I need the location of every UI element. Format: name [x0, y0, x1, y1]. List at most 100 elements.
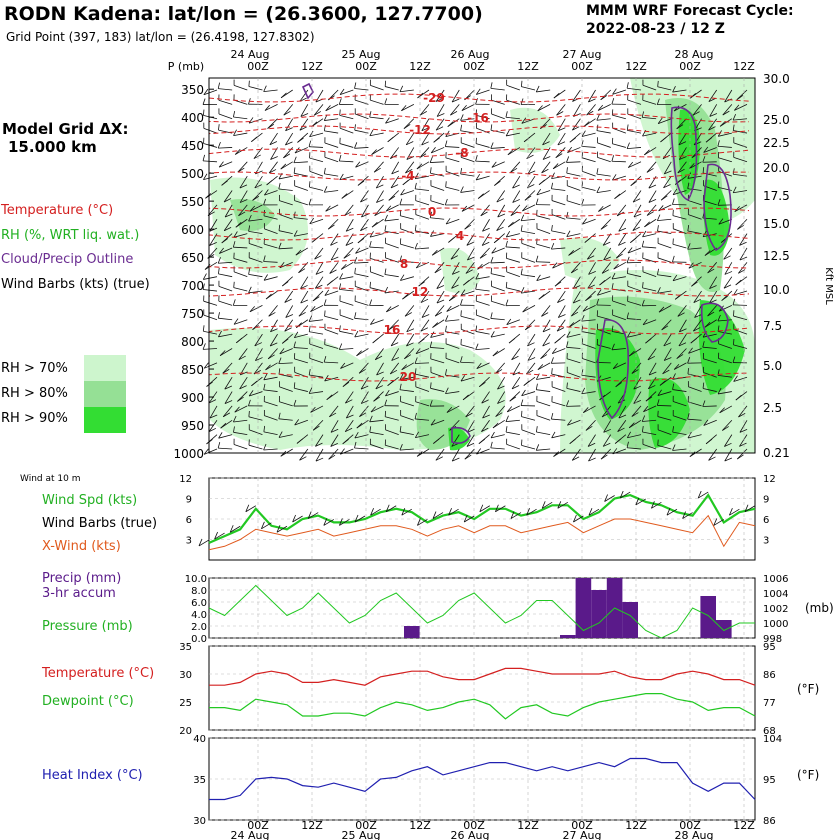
- wind-barb: [612, 88, 626, 95]
- height-tick-label: 5.0: [763, 359, 782, 373]
- wind-barb: [615, 376, 627, 388]
- wind-barb: [566, 331, 581, 338]
- wind-barb: [323, 167, 339, 177]
- surface-wind-barb: [651, 501, 662, 509]
- wind-barb: [417, 89, 430, 99]
- wind-barb: [324, 338, 339, 349]
- pressure-ytick: 1000: [763, 619, 788, 630]
- wind-barb: [460, 356, 475, 364]
- pressure-tick-label: 450: [181, 139, 204, 153]
- wind-barb: [572, 290, 581, 304]
- wind-barb: [540, 348, 551, 360]
- wind-barb: [600, 448, 612, 460]
- day-label-bottom: 27 Aug: [563, 829, 602, 840]
- wind-barb: [657, 287, 672, 294]
- cloud-outline: [451, 426, 471, 444]
- wind-barb: [248, 439, 263, 450]
- wind-barb: [233, 281, 248, 292]
- wind-barb: [278, 182, 293, 191]
- wind-barb: [436, 276, 445, 289]
- panel-frames: [208, 77, 756, 821]
- wind-barb: [460, 310, 475, 321]
- wind-barb: [672, 188, 687, 196]
- wind-barb: [345, 391, 354, 404]
- wind-barb: [239, 376, 248, 390]
- wind-barb: [466, 233, 475, 246]
- wind-barb: [436, 290, 445, 304]
- wind-barb: [446, 405, 460, 413]
- wind-barb: [221, 233, 233, 244]
- wind-barb: [617, 420, 627, 432]
- wind-barb: [690, 333, 702, 344]
- wind-barb: [718, 352, 732, 364]
- pressure-tick-label: 550: [181, 195, 204, 209]
- wind-barb: [263, 274, 278, 281]
- wind-barb: [627, 331, 642, 338]
- wind-barb: [535, 426, 551, 436]
- wind-barb: [263, 223, 278, 234]
- wind-barb: [446, 305, 460, 312]
- wind-barb: [596, 298, 611, 306]
- wind-ytick-left: 3: [186, 536, 192, 547]
- wind-barb: [626, 256, 642, 264]
- wind-barb: [208, 420, 218, 433]
- pressure-axis-label: P (mb): [168, 60, 204, 73]
- height-tick-label: 0.21: [763, 446, 790, 460]
- height-tick-label: 2.5: [763, 401, 782, 415]
- wind-barb: [308, 387, 324, 394]
- surface-wind-barb: [604, 494, 615, 502]
- wind-barb: [556, 104, 566, 116]
- wind-barb: [338, 98, 354, 105]
- wind-barb: [475, 155, 490, 163]
- wind-barb: [324, 289, 339, 296]
- hour-label-bottom: 00Z: [571, 819, 593, 832]
- wind-barb: [419, 147, 430, 159]
- wind-barb: [359, 405, 369, 417]
- precip-bar: [716, 620, 732, 638]
- wind-barb: [219, 348, 233, 357]
- wind-barb: [597, 137, 611, 148]
- precip-ytick: 2.0: [191, 622, 207, 633]
- wind-barb: [465, 405, 475, 418]
- surface-wind-barb: [354, 514, 366, 523]
- rh-region: [510, 107, 560, 153]
- wind-barb: [298, 305, 309, 317]
- wind-barb: [536, 274, 551, 282]
- precip-ytick: 10.0: [185, 574, 207, 585]
- wind-barb: [390, 175, 400, 189]
- wind-barb: [494, 175, 505, 186]
- wind-barb: [430, 382, 445, 392]
- wind-barb: [708, 118, 718, 131]
- wind-barb: [269, 333, 278, 347]
- surface-wind-barb: [479, 504, 491, 513]
- wind-barb: [313, 104, 324, 116]
- wind-barb: [480, 204, 490, 217]
- wind-barb: [354, 441, 369, 450]
- wind-barb: [252, 190, 263, 201]
- wind-barb: [369, 426, 384, 436]
- wind-barb: [280, 161, 293, 170]
- wind-barb: [300, 276, 309, 289]
- wind-barb: [308, 325, 324, 335]
- wind-barb: [209, 405, 218, 419]
- wind-barb: [464, 448, 475, 460]
- wind-barb: [236, 333, 248, 344]
- wind-barb: [641, 299, 657, 307]
- wind-barb: [330, 247, 339, 261]
- precip-bar: [591, 590, 607, 638]
- wind-barb: [523, 132, 536, 143]
- wind-barb: [339, 88, 354, 96]
- wind-barb: [490, 431, 505, 439]
- wind-barb: [672, 274, 687, 282]
- wind-barb: [360, 219, 369, 232]
- wind-barb: [293, 230, 308, 237]
- wind-barb: [309, 352, 324, 364]
- rh70-swatch: [84, 355, 126, 381]
- wind-barb: [672, 85, 687, 93]
- rh90-swatch: [84, 407, 126, 433]
- wind-barb: [308, 140, 324, 148]
- wind-barb: [414, 368, 430, 378]
- wind-barb: [505, 415, 520, 423]
- precip-bar: [404, 626, 420, 638]
- wind-barb: [732, 113, 748, 121]
